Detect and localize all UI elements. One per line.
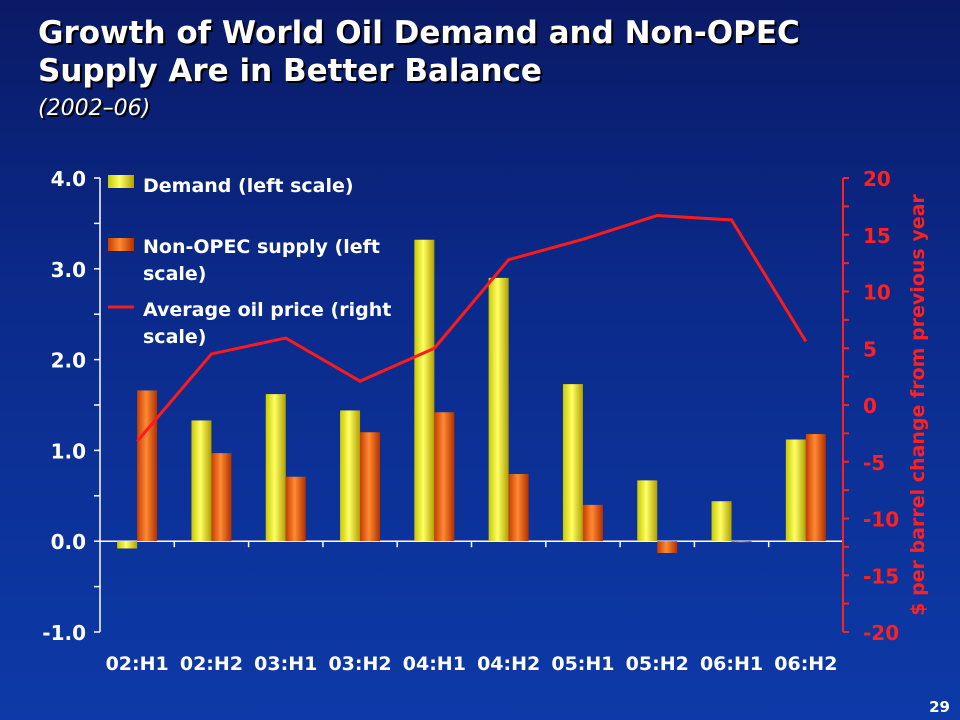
supply-bar (137, 390, 158, 542)
supply-bar (805, 434, 826, 542)
left-axis-tick-label: -1.0 (42, 621, 86, 645)
demand-bar (711, 501, 732, 542)
right-axis-label: $ per barrel change from previous year (907, 194, 929, 616)
demand-bar (637, 480, 658, 542)
supply-bar (211, 453, 232, 542)
page-number: 29 (929, 698, 950, 716)
legend-swatch-supply (108, 238, 134, 251)
legend-label-supply: Non-OPEC supply (left scale) (143, 236, 380, 285)
demand-bar (562, 384, 583, 542)
left-axis-tick-label: 0.0 (51, 530, 86, 554)
legend-label-demand: Demand (left scale) (143, 175, 354, 197)
right-axis-tick-label: 20 (863, 167, 891, 191)
right-axis-tick-label: 0 (863, 394, 877, 418)
supply-bar (657, 541, 678, 554)
page-title: Growth of World Oil Demand and Non-OPEC … (38, 15, 800, 89)
demand-bar (488, 277, 509, 542)
category-label: 03:H1 (254, 653, 317, 675)
supply-bar (731, 541, 752, 543)
right-axis-tick-label: -20 (863, 621, 899, 645)
page-subtitle: (2002–06) (38, 96, 151, 121)
category-label: 06:H2 (774, 653, 837, 675)
category-label: 04:H1 (403, 653, 466, 675)
category-label: 03:H2 (328, 653, 391, 675)
left-axis-tick-label: 2.0 (51, 349, 86, 373)
demand-bar (191, 420, 212, 542)
demand-bar (414, 239, 435, 542)
demand-bar (785, 439, 806, 542)
left-axis-tick-label: 3.0 (51, 258, 86, 282)
category-label: 05:H2 (626, 653, 689, 675)
right-axis-tick-label: 10 (863, 281, 891, 305)
demand-bar (340, 410, 361, 542)
price-line (136, 213, 808, 443)
right-axis-tick-label: 5 (863, 337, 877, 361)
category-label: 06:H1 (700, 653, 763, 675)
supply-bar (360, 432, 381, 542)
left-axis-tick-label: 4.0 (51, 167, 86, 191)
legend-label-price: Average oil price (right scale) (143, 299, 391, 348)
supply-bar (285, 476, 306, 542)
demand-bar (117, 541, 138, 549)
left-axis-tick-label: 1.0 (51, 439, 86, 463)
legend-swatch-demand (108, 175, 134, 188)
category-label: 02:H2 (180, 653, 243, 675)
right-axis-tick-label: -5 (863, 451, 885, 475)
right-axis-tick-label: -10 (863, 508, 899, 532)
right-axis-tick-label: 15 (863, 224, 891, 248)
category-label: 05:H1 (551, 653, 614, 675)
supply-bar (434, 412, 455, 542)
category-label: 02:H1 (106, 653, 169, 675)
supply-bar (582, 504, 603, 542)
right-axis-tick-label: -15 (863, 564, 899, 588)
supply-bar (508, 474, 529, 542)
category-label: 04:H2 (477, 653, 540, 675)
demand-bar (265, 394, 286, 542)
